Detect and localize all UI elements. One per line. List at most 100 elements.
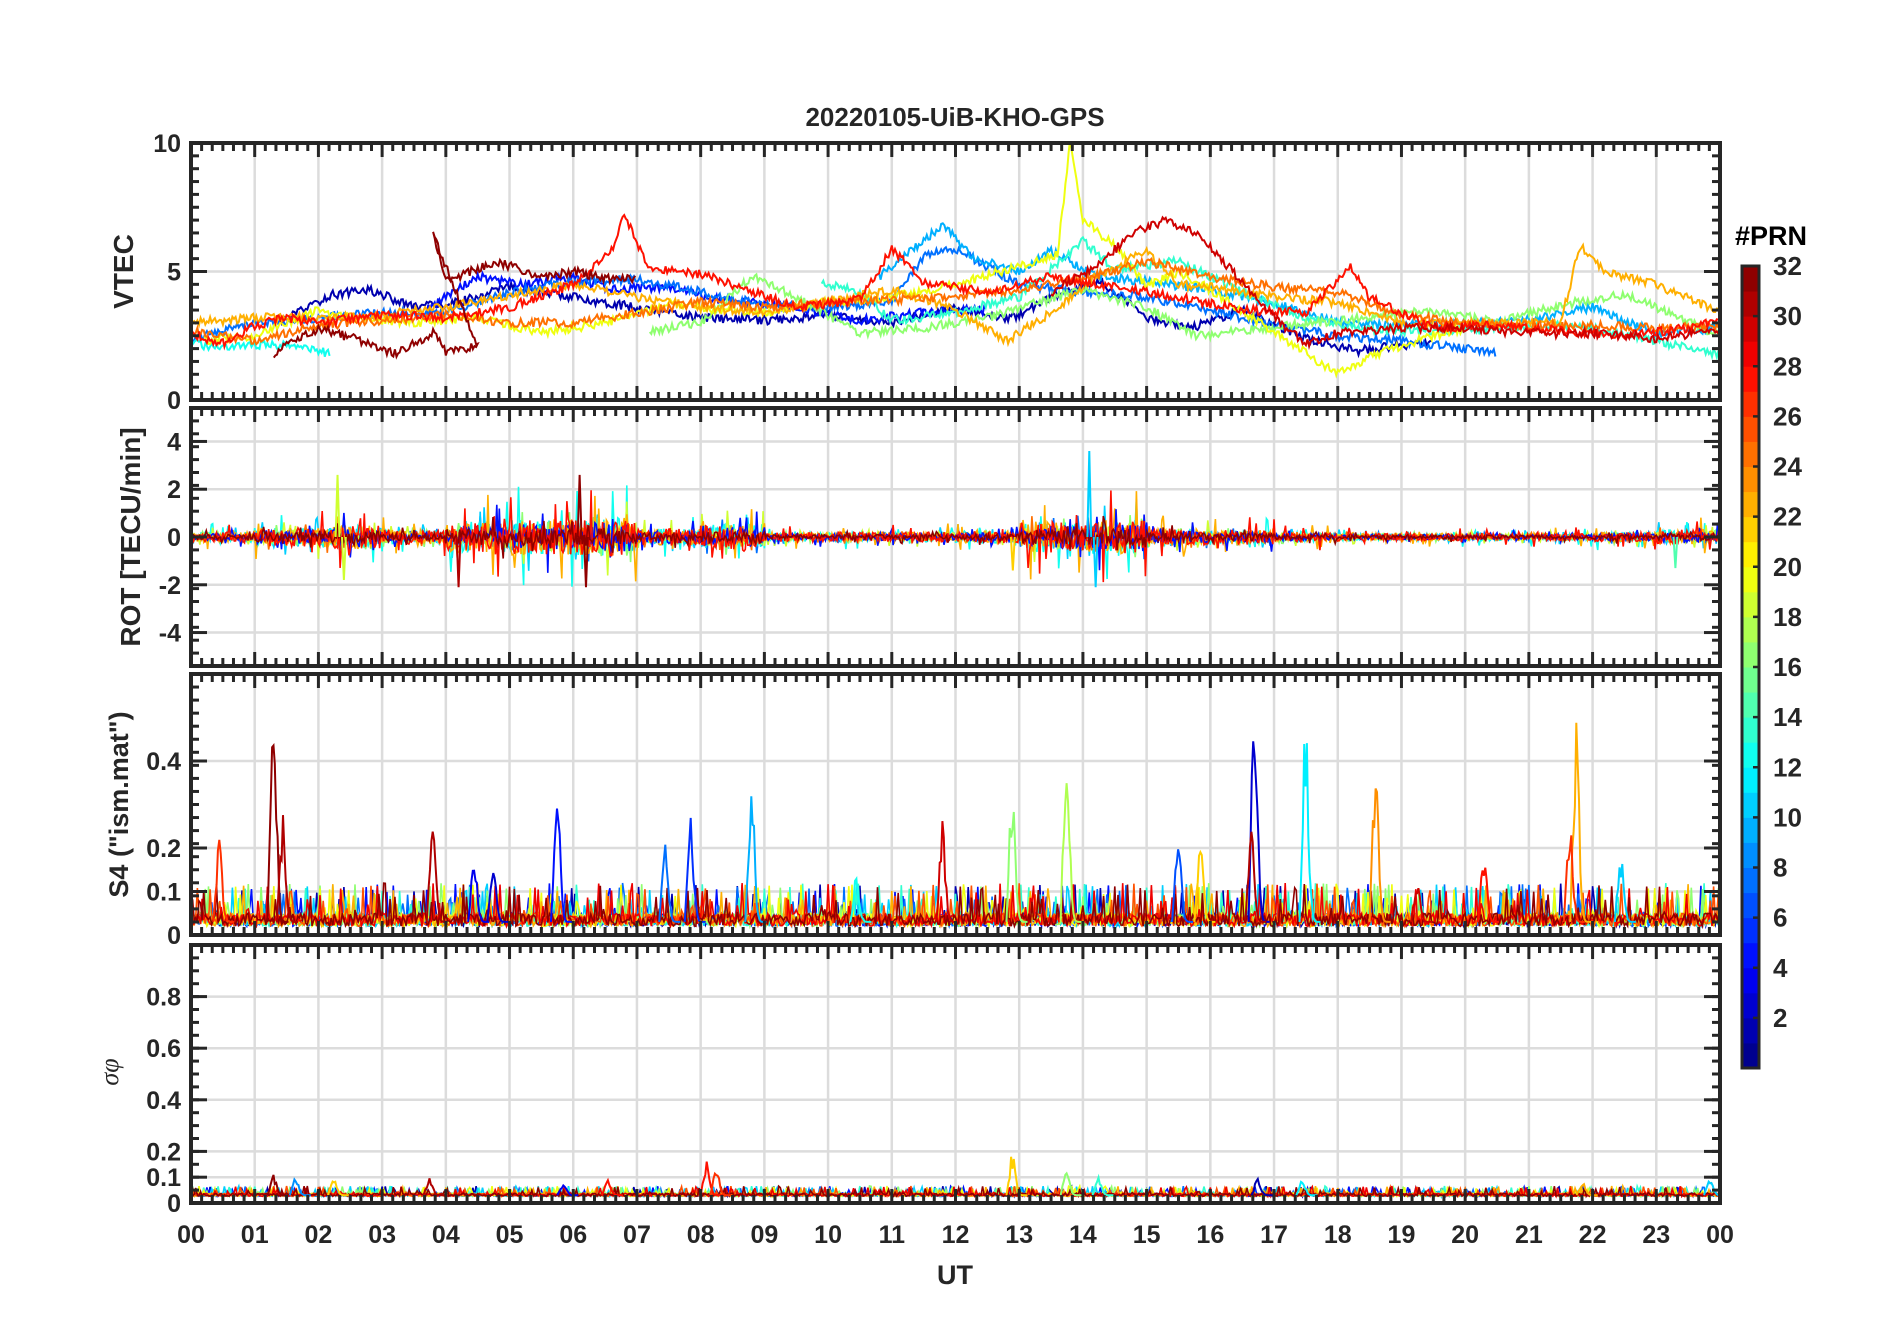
- spike-prn-2: [1250, 1176, 1273, 1197]
- x-tick-label: 21: [1515, 1221, 1543, 1249]
- chart-title: 20220105-UiB-KHO-GPS: [805, 102, 1104, 132]
- spike-prn-22: [1005, 1156, 1028, 1197]
- colorbar-segment: [1742, 316, 1759, 342]
- x-tick-label: 20: [1451, 1221, 1479, 1249]
- x-tick-label: 23: [1642, 1221, 1670, 1249]
- colorbar-tick-label: 6: [1773, 903, 1787, 933]
- colorbar-segment: [1742, 917, 1759, 944]
- colorbar-segment: [1742, 867, 1759, 894]
- x-tick-label: 14: [1069, 1221, 1097, 1249]
- colorbar-segment: [1742, 641, 1759, 668]
- rot-spike: [1009, 536, 1016, 571]
- x-tick-label: 08: [687, 1221, 715, 1249]
- trace-prn-32: [191, 882, 1720, 930]
- colorbar-segment: [1742, 366, 1759, 392]
- spike-prn-27: [212, 839, 235, 923]
- rot-spike: [340, 536, 347, 581]
- spike-prn-24: [1368, 788, 1391, 923]
- colorbar-tick-label: 12: [1773, 752, 1802, 782]
- colorbar-tick-label: 26: [1773, 401, 1802, 431]
- trace-prn-10: [878, 222, 1720, 342]
- x-tick-label: 04: [432, 1221, 460, 1249]
- panel-rot: -4 -2 0 2 4 ROT [TECU/min]: [115, 406, 1722, 668]
- colorbar-segment: [1742, 792, 1759, 818]
- rot-spike: [576, 474, 583, 538]
- colorbar-segment: [1742, 892, 1759, 919]
- spike-prn-31: [276, 815, 298, 923]
- trace-prn-28: [191, 490, 1720, 583]
- y-axis-label: S4 ("ism.mat"): [104, 711, 134, 897]
- colorbar-label: #PRN: [1735, 221, 1807, 251]
- y-tick-label: -2: [159, 572, 181, 600]
- x-tick-label: 19: [1388, 1221, 1416, 1249]
- spike-prn-18: [1059, 783, 1082, 923]
- data-traces: [191, 143, 1720, 379]
- spike-prn-32: [266, 1174, 289, 1197]
- colorbar-tick-label: 30: [1773, 301, 1802, 331]
- spike-prn-13: [849, 876, 872, 923]
- y-tick-label: -4: [159, 620, 181, 648]
- y-tick-label: 0.1: [146, 879, 181, 907]
- trace-prn-8: [191, 245, 1497, 358]
- x-tick-label: 06: [559, 1221, 587, 1249]
- colorbar-tick-label: 24: [1773, 452, 1802, 482]
- spike-prn-7: [1171, 849, 1194, 923]
- x-tick-label: 03: [368, 1221, 396, 1249]
- spike-prn-31: [422, 1178, 445, 1197]
- x-tick-label: 17: [1260, 1221, 1288, 1249]
- x-tick-label: 13: [1005, 1221, 1033, 1249]
- x-tick-label: 07: [623, 1221, 651, 1249]
- y-tick-label: 0.2: [146, 835, 181, 863]
- y-tick-label: 0: [167, 524, 181, 552]
- y-tick-label: 0.2: [146, 1138, 181, 1166]
- y-tick-label: 0.6: [146, 1035, 181, 1063]
- colorbar-segment: [1742, 692, 1759, 718]
- colorbar-segment: [1742, 341, 1759, 367]
- spike-prn-28: [600, 1177, 623, 1197]
- spike-prn-27: [1562, 835, 1585, 923]
- x-tick-label: 10: [814, 1221, 842, 1249]
- colorbar-segment: [1742, 266, 1759, 292]
- x-tick-label: 22: [1579, 1221, 1607, 1249]
- colorbar-segment: [1742, 967, 1759, 994]
- x-tick-label: 16: [1196, 1221, 1224, 1249]
- trace-prn-32: [272, 231, 637, 360]
- spike-prn-30: [1410, 887, 1432, 923]
- y-axis-label: ROT [TECU/min]: [115, 427, 146, 646]
- colorbar-segment: [1742, 566, 1759, 593]
- colorbar-segment: [1742, 516, 1759, 543]
- spike-prn-5: [549, 808, 572, 923]
- colorbar-tick-label: 22: [1773, 502, 1802, 532]
- colorbar-segment: [1742, 491, 1759, 518]
- colorbar-segment: [1742, 667, 1759, 693]
- panel-vtec: 0 5 10 VTEC: [108, 130, 1722, 415]
- x-tick-label: 18: [1324, 1221, 1352, 1249]
- y-tick-label: 0.4: [146, 1087, 181, 1115]
- colorbar-segment: [1742, 391, 1759, 417]
- colorbar-segment: [1742, 767, 1759, 793]
- spike-prn-17: [1059, 1171, 1082, 1197]
- colorbar-tick-label: 10: [1773, 802, 1802, 832]
- spike-prn-23: [1575, 1182, 1598, 1197]
- y-tick-label: 0: [167, 1190, 181, 1218]
- x-tick-label: 05: [496, 1221, 524, 1249]
- y-tick-label: 10: [153, 130, 181, 158]
- spike-prn-17: [1005, 811, 1028, 923]
- colorbar-segment: [1742, 742, 1759, 768]
- spike-prn-31: [425, 831, 448, 923]
- spike-prn-14: [1091, 1173, 1114, 1197]
- data-traces: [191, 450, 1720, 588]
- trace-prn-17: [648, 272, 1720, 343]
- spike-prn-22: [327, 1180, 349, 1197]
- colorbar-segment: [1742, 591, 1759, 618]
- colorbar-tick-label: 20: [1773, 552, 1802, 582]
- trace-prn-32: [191, 515, 1720, 559]
- y-tick-label: 2: [167, 476, 181, 504]
- colorbar-segment: [1742, 1017, 1759, 1044]
- y-tick-label: 0: [167, 387, 181, 415]
- colorbar-segment: [1742, 466, 1759, 493]
- x-tick-label: 01: [241, 1221, 269, 1249]
- y-tick-label: 0: [167, 922, 181, 950]
- spike-prn-23: [1569, 722, 1592, 923]
